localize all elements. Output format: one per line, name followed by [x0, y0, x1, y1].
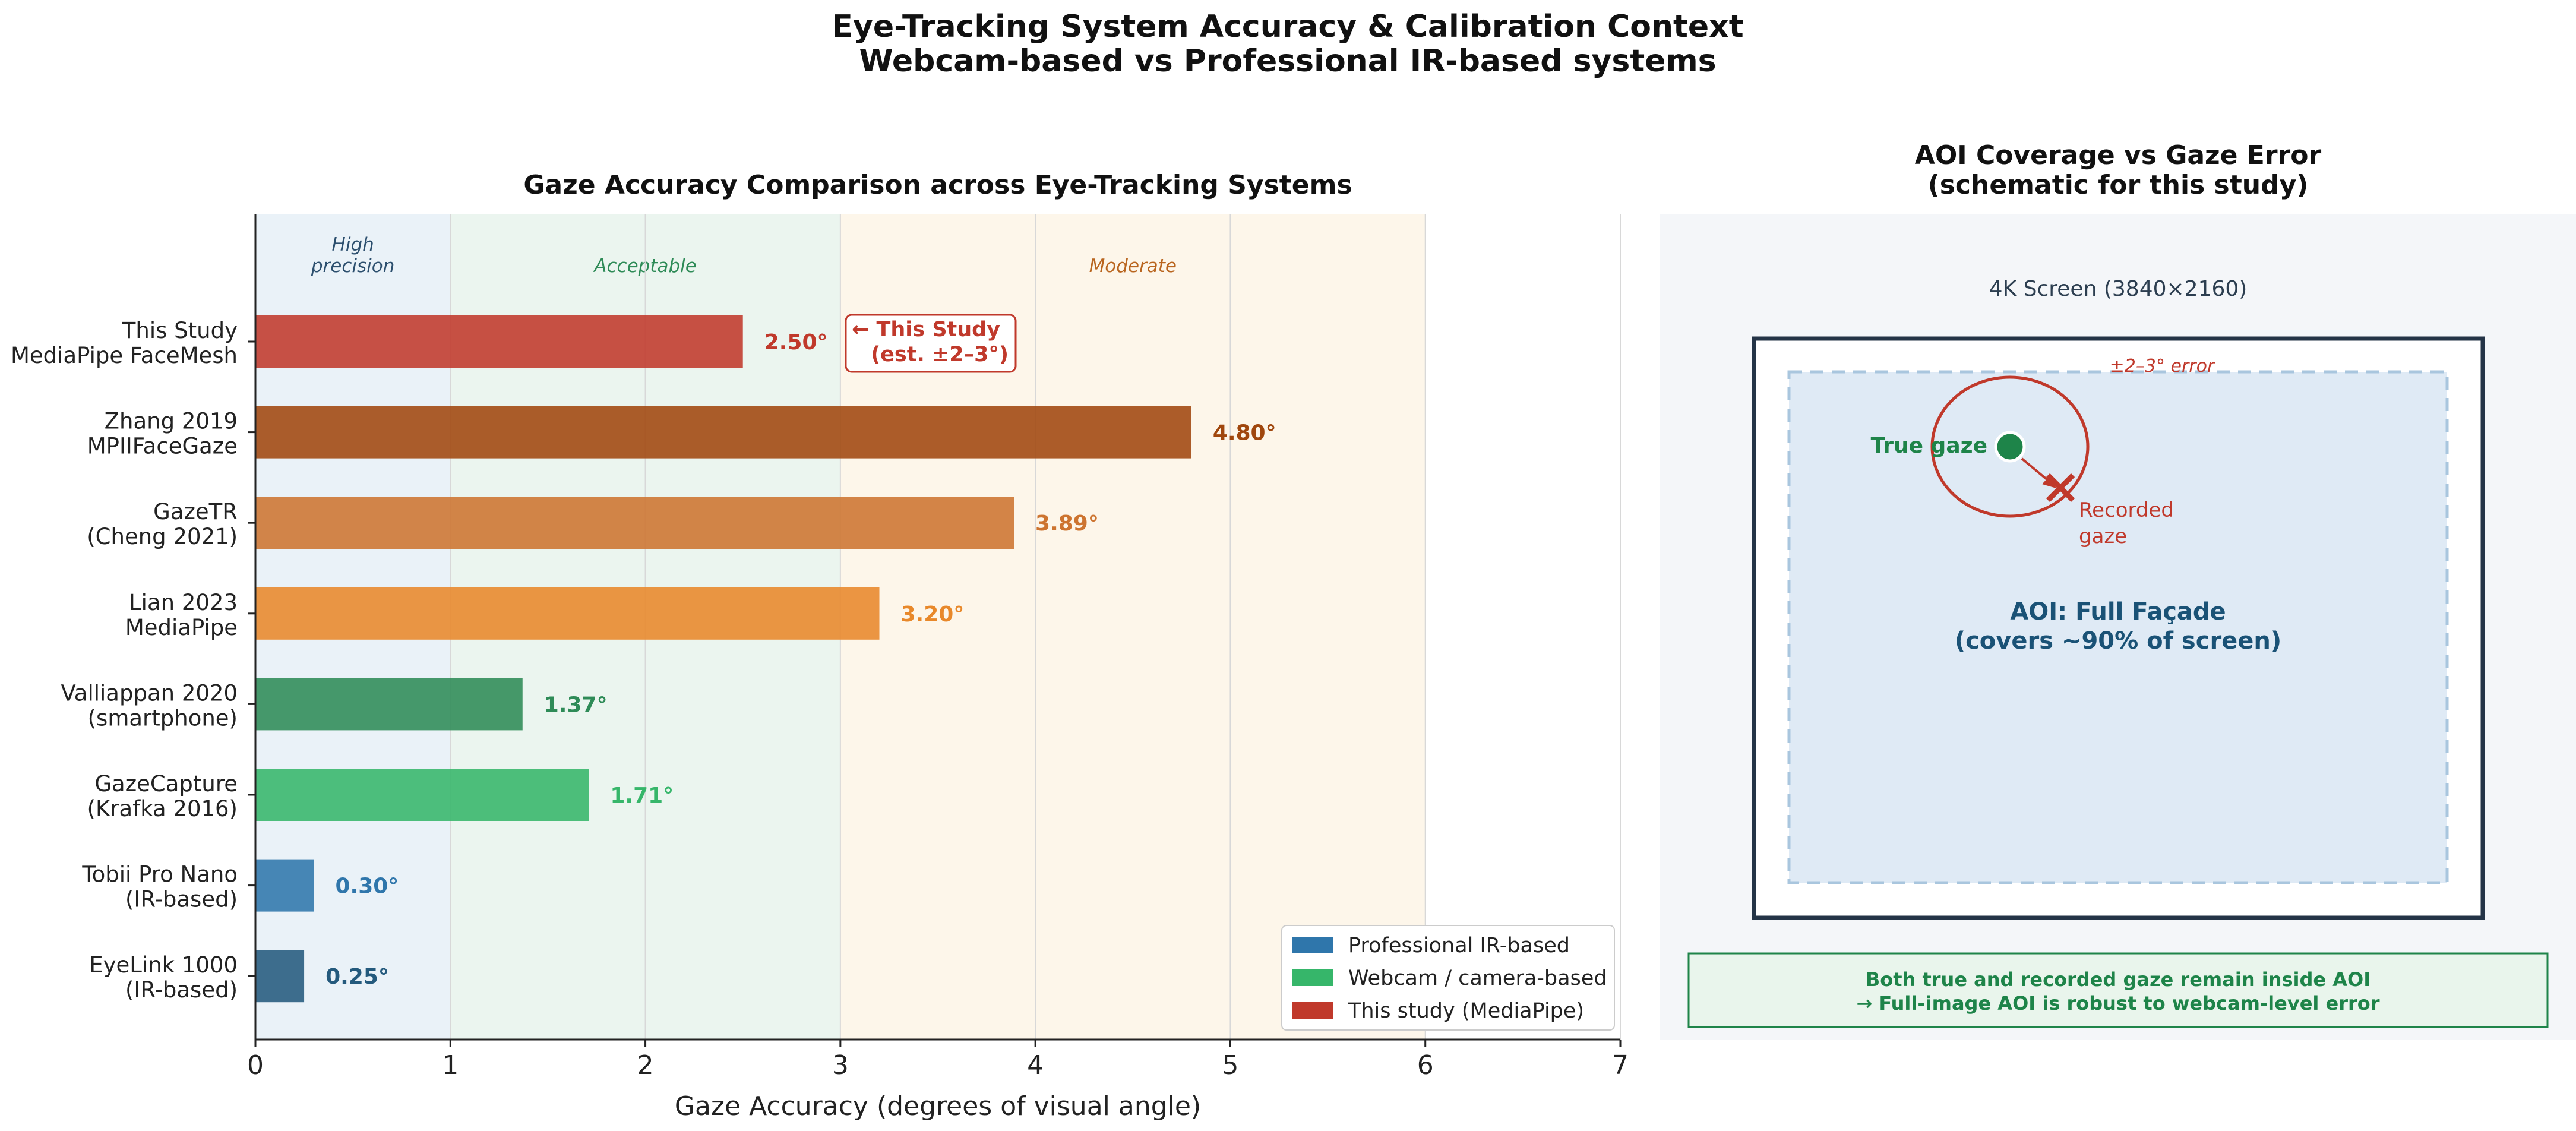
bar-4 — [255, 678, 523, 731]
bar-3 — [255, 587, 880, 640]
legend-label-webcam: Webcam / camera-based — [1348, 966, 1607, 990]
aoi-label-line1: AOI: Full Façade — [2010, 598, 2226, 625]
legend-swatch-webcam — [1292, 969, 1333, 986]
true-gaze-point — [1994, 431, 2026, 463]
bar-value-label-0: 2.50° — [764, 330, 828, 355]
x-tick-label-1: 1 — [442, 1050, 459, 1081]
bars — [255, 315, 1191, 1003]
figure-title-line2: Webcam-based vs Professional IR-based sy… — [859, 43, 1716, 79]
legend-swatch-ir — [1292, 937, 1333, 953]
schematic-title-line2: (schematic for this study) — [1928, 170, 2309, 200]
true-gaze-label: True gaze — [1871, 434, 1987, 458]
y-tick-label-6-line1: Tobii Pro Nano — [81, 862, 238, 887]
y-tick-label-1-line2: MPIIFaceGaze — [87, 434, 238, 459]
bar-value-label-7: 0.25° — [325, 965, 389, 989]
y-tick-label-1-line1: Zhang 2019 — [105, 409, 238, 434]
bar-1 — [255, 406, 1191, 459]
bar-7 — [255, 950, 305, 1003]
annotation-line2: (est. ±2–3°) — [871, 343, 1009, 367]
y-tick-label-5-line1: GazeCapture — [94, 771, 238, 797]
y-tick-label-4-line1: Valliappan 2020 — [61, 680, 238, 706]
legend-label-ir: Professional IR-based — [1348, 934, 1570, 958]
aoi-label-line2: (covers ~90% of screen) — [1955, 627, 2281, 655]
x-tick-labels: 0 1 2 3 4 5 6 7 — [247, 1040, 1629, 1081]
error-circle — [1930, 375, 2090, 518]
recorded-gaze-marker — [2046, 473, 2075, 503]
schematic-title-line1: AOI Coverage vs Gaze Error — [1915, 140, 2322, 170]
legend-swatch-this-study — [1292, 1002, 1333, 1019]
legend-frame — [1281, 925, 1615, 1031]
bar-value-label-2: 3.89° — [1035, 511, 1099, 536]
y-tick-label-7-line1: EyeLink 1000 — [89, 952, 238, 978]
zone-label-0-line1: High — [332, 234, 374, 255]
bar-5 — [255, 769, 589, 821]
zone-label-2: Moderate — [1089, 255, 1177, 277]
recorded-gaze-label-line2: gaze — [2079, 525, 2127, 548]
error-label: ±2–3° error — [2110, 356, 2215, 377]
recorded-gaze-label-line1: Recorded — [2079, 498, 2174, 522]
screen-label: 4K Screen (3840×2160) — [1989, 277, 2248, 301]
x-tick-label-5: 5 — [1222, 1050, 1238, 1081]
annotation-box — [845, 314, 1017, 373]
y-tick-label-0-line2: MediaPipe FaceMesh — [11, 343, 238, 368]
annotation-line1: ← This Study — [852, 318, 1000, 342]
zone-label-0-line2: precision — [311, 255, 395, 277]
legend: Professional IR-based Webcam / camera-ba… — [1281, 925, 1615, 1031]
y-tick-label-4-line2: (smartphone) — [88, 705, 238, 731]
bar-0 — [255, 315, 743, 368]
y-tick-label-7-line2: (IR-based) — [125, 977, 238, 1003]
bar-value-label-6: 0.30° — [335, 874, 399, 899]
bar-value-label-4: 1.37° — [544, 693, 608, 717]
bar-value-label-3: 3.20° — [901, 602, 965, 627]
x-tick-label-7: 7 — [1612, 1050, 1629, 1081]
conclusion-box — [1687, 952, 2549, 1028]
aoi-region — [1787, 370, 2449, 884]
error-arrowhead — [2042, 475, 2056, 488]
conclusion-line2: → Full-image AOI is robust to webcam-lev… — [1856, 992, 2379, 1015]
y-tick-label-2-line2: (Cheng 2021) — [87, 524, 238, 549]
y-tick-label-6-line2: (IR-based) — [125, 887, 238, 912]
aoi-schematic: AOI Coverage vs Gaze Error (schematic fo… — [1660, 140, 2576, 1040]
x-axis-label: Gaze Accuracy (degrees of visual angle) — [675, 1091, 1201, 1121]
y-tick-label-2-line1: GazeTR — [153, 499, 238, 525]
y-tick-label-3-line1: Lian 2023 — [129, 590, 238, 615]
x-tick-label-4: 4 — [1027, 1050, 1044, 1081]
bar-value-label-1: 4.80° — [1213, 421, 1276, 446]
x-tick-label-0: 0 — [247, 1050, 264, 1081]
y-tick-label-0-line1: This Study — [122, 318, 238, 343]
legend-label-this-study: This study (MediaPipe) — [1348, 999, 1584, 1023]
bar-2 — [255, 497, 1014, 549]
bar-value-label-5: 1.71° — [610, 784, 674, 808]
x-tick-label-6: 6 — [1417, 1050, 1434, 1081]
value-labels: 2.50° 4.80° 3.89° 3.20° 1.37° 1.71° 0.30° 0.25° — [325, 330, 1276, 989]
bar-chart-title: Gaze Accuracy Comparison across Eye-Trac… — [523, 170, 1352, 200]
error-arrow — [2021, 457, 2052, 484]
x-tick-label-2: 2 — [637, 1050, 654, 1081]
x-tick-label-3: 3 — [832, 1050, 849, 1081]
figure-title-line1: Eye-Tracking System Accuracy & Calibrati… — [832, 9, 1743, 45]
y-tick-label-5-line2: (Krafka 2016) — [87, 796, 238, 822]
conclusion-line1: Both true and recorded gaze remain insid… — [1866, 968, 2370, 991]
bar-6 — [255, 859, 314, 912]
y-tick-label-3-line2: MediaPipe — [125, 615, 238, 640]
this-study-annotation: ← This Study (est. ±2–3°) — [845, 314, 1017, 373]
